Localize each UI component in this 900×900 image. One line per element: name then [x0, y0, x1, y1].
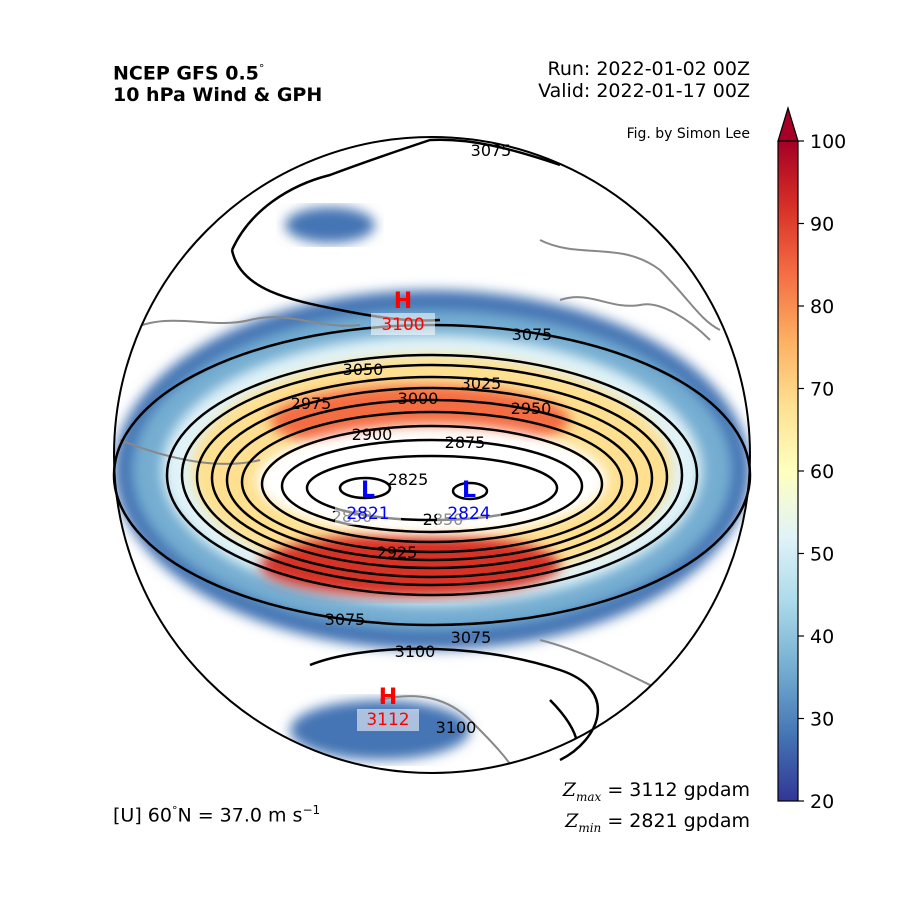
run-time: Run: 2022-01-02 00Z	[547, 58, 750, 80]
coast-5	[539, 639, 721, 741]
contour-2925	[240, 410, 624, 554]
label-box	[371, 313, 435, 335]
chart-title: NCEP GFS 0.5° 10 hPa Wind & GPH	[113, 58, 322, 106]
figure-credit: Fig. by Simon Lee	[626, 126, 750, 142]
contour-3050	[165, 353, 699, 597]
colorbar-tick-label: 80	[810, 296, 834, 318]
colorbar-tick-label: 70	[810, 379, 834, 401]
field-title: 10 hPa Wind & GPH	[113, 84, 323, 107]
high-value: 3112	[366, 710, 409, 730]
contour-label: 3100	[395, 642, 436, 661]
model-title: NCEP GFS 0.5°	[113, 62, 265, 85]
contour-label: 3075	[471, 141, 512, 160]
contour-2975	[210, 386, 654, 570]
run-info: Run: 2022-01-02 00Z Valid: 2022-01-17 00…	[538, 58, 750, 102]
low-value: 2824	[447, 504, 490, 524]
contour-label: 2900	[352, 425, 393, 444]
mean-wind-readout: [U] 60°N = 37.0 m s−1	[113, 803, 321, 827]
contour-label: 3050	[343, 360, 384, 379]
low-marker: L	[361, 478, 375, 503]
colorbar-tick-label: 40	[810, 626, 834, 648]
contour-2900	[260, 424, 604, 544]
contour-low-2821	[338, 476, 392, 500]
coast-black-1	[230, 138, 561, 251]
high-marker: H	[394, 289, 412, 314]
contour-label: 2950	[511, 399, 552, 418]
contour-label: 3075	[451, 628, 492, 647]
colorbar-tick-label: 100	[810, 131, 846, 153]
colorbar-extend-arrow	[777, 105, 799, 142]
label-box	[357, 709, 419, 731]
contour-3000	[195, 375, 669, 579]
contour-label: 3075	[325, 610, 366, 629]
map-boundary	[113, 136, 751, 774]
colorbar-tick-label: 30	[810, 709, 834, 731]
contour-label: 2825	[388, 470, 429, 489]
zmin-readout: Zmin = 2821 gpdam	[565, 809, 750, 835]
contour-label: 2925	[377, 543, 418, 562]
contour-label: 3025	[461, 374, 502, 393]
contour-label: 3100	[436, 718, 477, 737]
colorbar-tick-label: 50	[810, 544, 834, 566]
high-marker: H	[379, 685, 397, 710]
contour-labels: 3075 3075 3050 3025 3000 2975 2950 2900 …	[291, 141, 553, 737]
contour-label: 2875	[445, 433, 486, 452]
zmax-readout: Zmax = 3112 gpdam	[562, 779, 750, 804]
wind-speed-field	[114, 207, 750, 760]
contour-3025	[180, 363, 684, 587]
coast-1	[539, 239, 721, 331]
low-value: 2821	[346, 504, 389, 524]
contour-low-2824	[451, 481, 489, 501]
coast-4	[119, 439, 261, 465]
colorbar-tick-label: 60	[810, 461, 834, 483]
label-box	[335, 503, 401, 525]
contour-label: 3075	[512, 325, 553, 344]
coast-6	[379, 695, 521, 773]
colorbar-bar	[777, 140, 799, 802]
label-box	[437, 503, 501, 525]
colorbar-tick-label: 20	[810, 791, 834, 813]
low-marker: L	[462, 478, 476, 503]
contour-label: 3000	[398, 389, 439, 408]
colorbar: 20 30 40 50 60 70 80 90 100	[777, 105, 846, 813]
contour-2875	[280, 438, 584, 534]
contour-2850	[305, 454, 559, 522]
valid-time: Valid: 2022-01-17 00Z	[538, 80, 750, 102]
contour-2950	[225, 398, 639, 562]
coast-2	[559, 296, 711, 341]
height-extremes: Zmax = 3112 gpdam Zmin = 2821 gpdam	[563, 778, 750, 840]
contour-label: 2975	[291, 394, 332, 413]
high-value: 3100	[381, 315, 424, 335]
wind-patch-north	[285, 207, 375, 243]
colorbar-tick-label: 90	[810, 214, 834, 236]
colorbar-ticks: 20 30 40 50 60 70 80 90 100	[798, 131, 846, 813]
coast-3	[129, 316, 361, 331]
pressure-centers: H 3100 H 3112 L 2821 L 2824	[335, 289, 501, 731]
